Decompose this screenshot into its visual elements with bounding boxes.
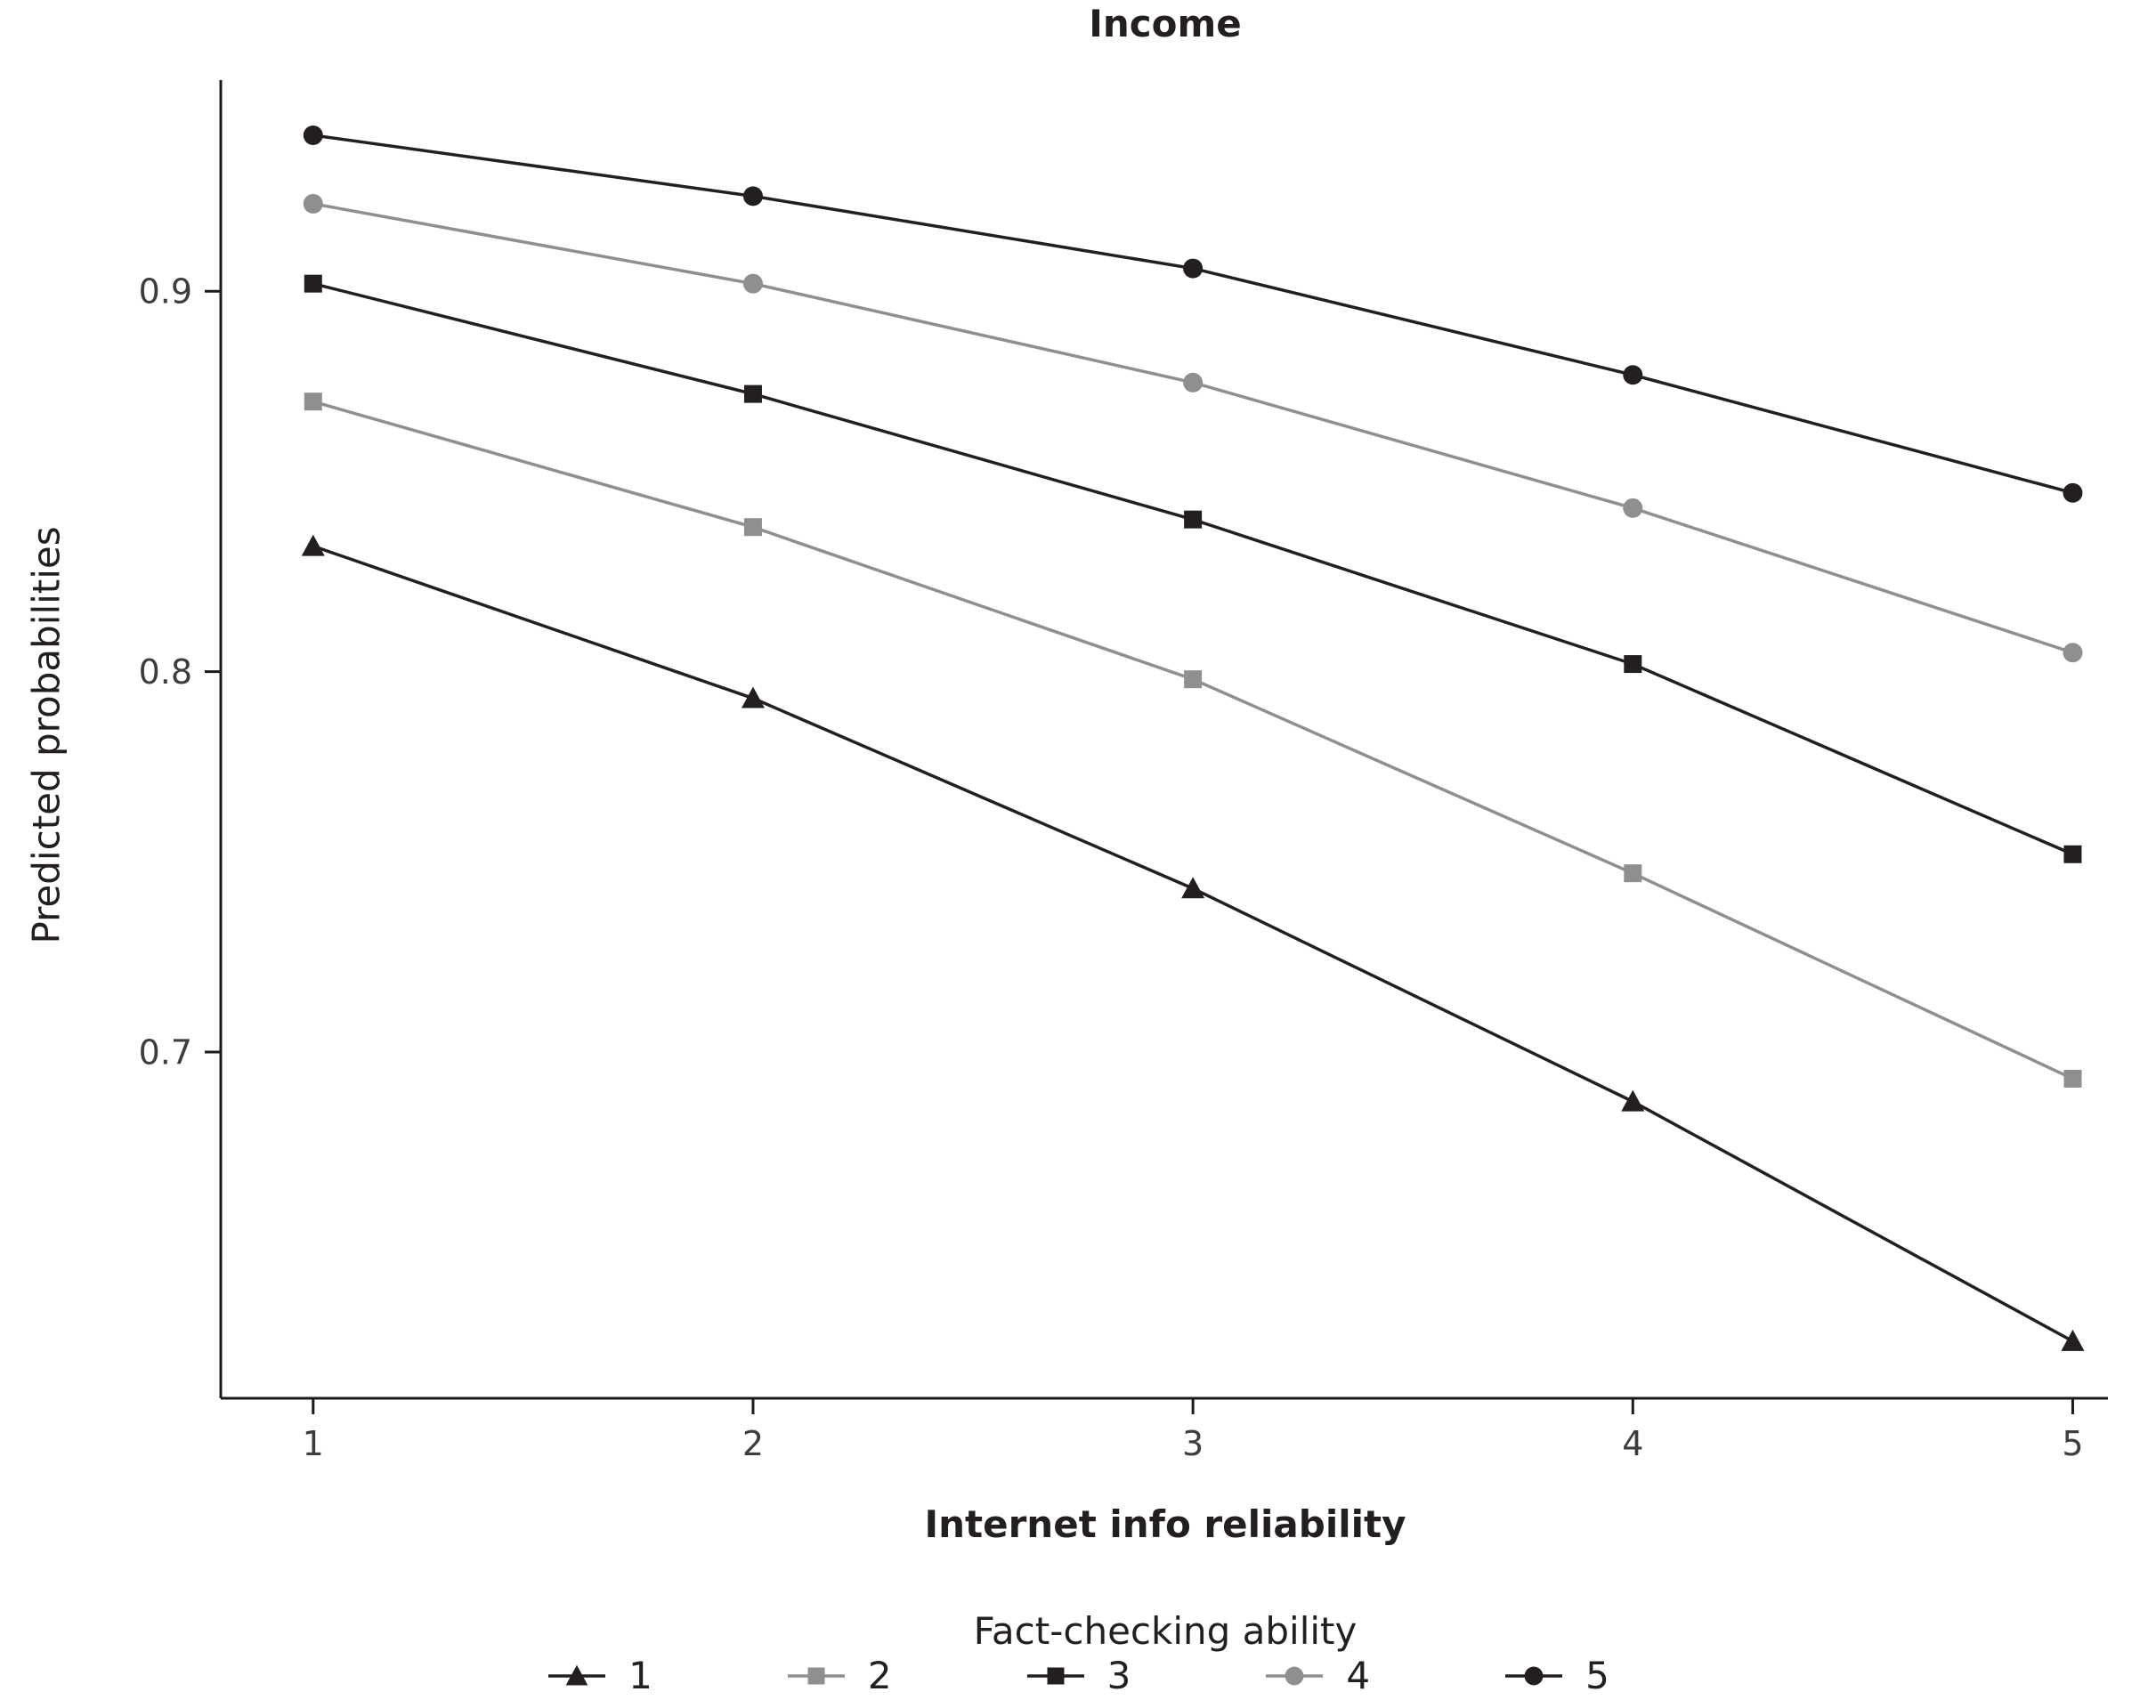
series-5-marker xyxy=(2063,482,2083,503)
legend-label: 1 xyxy=(628,1654,652,1697)
series-3-line xyxy=(312,281,2074,856)
series-1-marker xyxy=(1621,1089,1645,1112)
legend-marker-circle-icon xyxy=(1266,1666,1324,1686)
series-4 xyxy=(303,193,2083,663)
legend-title: Fact-checking ability xyxy=(973,1609,1358,1653)
series-2-marker xyxy=(304,393,322,411)
series-3-marker xyxy=(1184,510,1203,529)
series-1 xyxy=(301,534,2085,1351)
legend-label: 4 xyxy=(1346,1654,1371,1697)
chart-title: Income xyxy=(1089,2,1242,45)
legend-label: 2 xyxy=(867,1654,892,1697)
x-tick-label: 2 xyxy=(742,1424,764,1463)
series-1-marker xyxy=(1181,877,1205,899)
x-tick-label: 1 xyxy=(303,1424,324,1463)
legend-label: 5 xyxy=(1585,1654,1609,1697)
series-4-marker xyxy=(1623,498,1643,518)
series-1-marker xyxy=(741,686,765,708)
series-5-marker xyxy=(1623,365,1643,385)
series-4-marker xyxy=(742,273,763,294)
series-2 xyxy=(304,393,2082,1088)
x-tick-label: 4 xyxy=(1622,1424,1643,1463)
legend-item-1: 1 xyxy=(547,1657,652,1695)
x-tick-label: 3 xyxy=(1182,1424,1204,1463)
series-1-marker xyxy=(301,534,325,556)
series-2-marker xyxy=(1184,670,1203,689)
legend-item-5: 5 xyxy=(1504,1657,1609,1695)
series-5-marker xyxy=(1183,258,1204,279)
legend-marker-circle-icon xyxy=(1505,1666,1563,1686)
series-5-line xyxy=(312,134,2073,495)
series-1-line xyxy=(312,544,2074,1343)
legend-marker-square-icon xyxy=(787,1667,845,1685)
series-2-marker xyxy=(1624,864,1642,883)
series-1-marker xyxy=(2061,1329,2085,1351)
legend-label: 3 xyxy=(1106,1654,1131,1697)
series-3-marker xyxy=(1624,655,1642,674)
y-tick-label: 0.8 xyxy=(139,652,192,692)
series-3 xyxy=(304,274,2082,863)
series-4-marker xyxy=(303,193,323,214)
series-2-marker xyxy=(743,518,762,537)
legend-marker-triangle-icon xyxy=(548,1664,606,1686)
series-5 xyxy=(303,125,2083,503)
y-tick-label: 0.7 xyxy=(139,1032,192,1072)
series-2-marker xyxy=(2063,1069,2082,1088)
series-4-marker xyxy=(1183,372,1204,393)
legend-item-4: 4 xyxy=(1264,1657,1370,1695)
series-3-marker xyxy=(743,385,762,403)
legend-item-3: 3 xyxy=(1025,1657,1131,1695)
series-5-marker xyxy=(742,186,763,206)
series-3-marker xyxy=(2063,845,2082,863)
x-tick-label: 5 xyxy=(2062,1424,2083,1463)
series-5-marker xyxy=(303,125,323,145)
legend-marker-square-icon xyxy=(1026,1667,1084,1685)
series-4-marker xyxy=(2063,643,2083,663)
legend-item-2: 2 xyxy=(786,1657,892,1695)
x-axis-label: Internet info reliability xyxy=(924,1502,1406,1546)
y-tick-label: 0.9 xyxy=(139,272,192,312)
legend: 1 2 3 4 5 xyxy=(0,1657,2156,1695)
series-3-marker xyxy=(304,274,322,293)
